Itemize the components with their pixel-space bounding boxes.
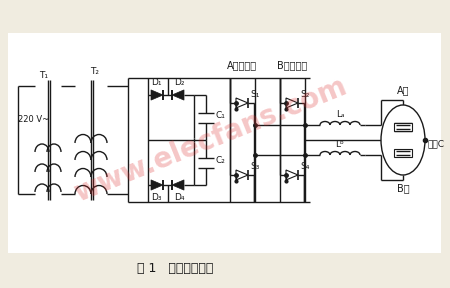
Text: Lᵇ: Lᵇ — [336, 140, 344, 149]
Text: 220 V~: 220 V~ — [18, 115, 49, 124]
Ellipse shape — [381, 105, 425, 175]
Text: A相逆变器: A相逆变器 — [227, 60, 257, 70]
Text: S₃: S₃ — [250, 162, 259, 171]
Text: 图 1   功率控制电路: 图 1 功率控制电路 — [137, 262, 213, 274]
Polygon shape — [172, 180, 184, 190]
Text: 弧极C: 弧极C — [428, 139, 445, 149]
Text: S₁: S₁ — [250, 90, 259, 99]
Text: D₁: D₁ — [151, 78, 161, 87]
Text: Lₐ: Lₐ — [336, 110, 344, 119]
Text: D₃: D₃ — [151, 193, 161, 202]
Text: A相: A相 — [397, 85, 409, 95]
Text: D₄: D₄ — [174, 193, 184, 202]
Text: www.elecfans.com: www.elecfans.com — [69, 72, 351, 208]
Text: S₄: S₄ — [300, 162, 310, 171]
Text: B相: B相 — [397, 183, 410, 193]
Text: C₂: C₂ — [216, 156, 226, 165]
Text: C₁: C₁ — [216, 111, 226, 120]
Polygon shape — [151, 90, 163, 100]
Text: T₁: T₁ — [40, 71, 49, 80]
Text: T₂: T₂ — [90, 67, 99, 76]
Polygon shape — [151, 180, 163, 190]
Text: S₂: S₂ — [300, 90, 310, 99]
Bar — [394, 149, 412, 157]
Polygon shape — [172, 90, 184, 100]
Text: B相逆变器: B相逆变器 — [277, 60, 307, 70]
Bar — [8, 33, 441, 253]
Bar — [394, 123, 412, 131]
Text: D₂: D₂ — [174, 78, 184, 87]
